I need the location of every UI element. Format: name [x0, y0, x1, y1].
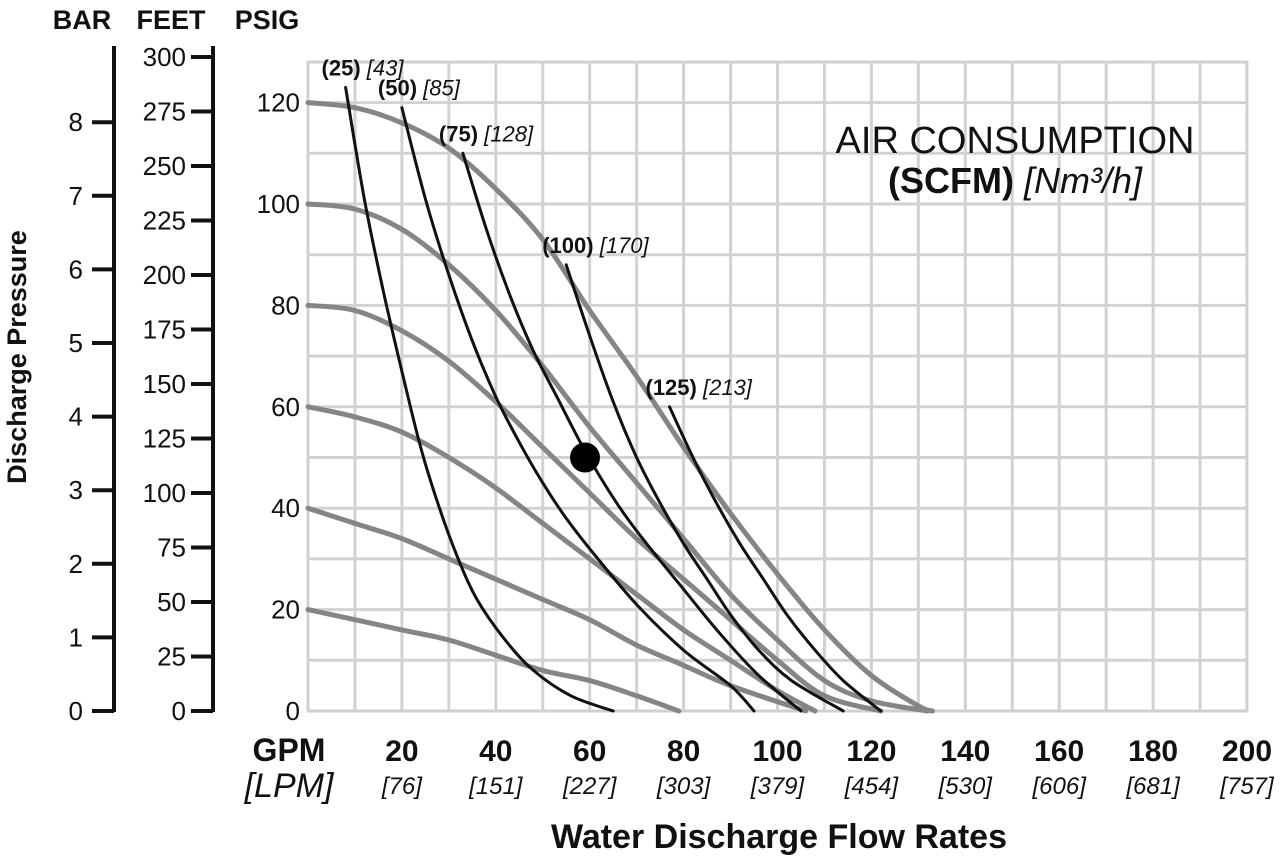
y-tick-label: 300 — [143, 42, 186, 72]
air-consumption-label: (25) [43] — [322, 55, 405, 80]
y-tick-label: 0 — [172, 696, 186, 726]
air-consumption-curve — [668, 405, 883, 713]
y-tick-label: 75 — [157, 533, 186, 563]
y-tick-label: 120 — [257, 88, 300, 118]
x-axis-title: Water Discharge Flow Rates — [551, 818, 1007, 856]
air-consumption-curve — [400, 106, 756, 713]
x-tick-label-gpm: 80 — [667, 735, 700, 768]
x-axis: 20 [76] 40 [151] 60 [227] 80 [303] 100 [379] 120 [4… — [381, 735, 1275, 800]
y-tick-label: 5 — [69, 328, 83, 358]
air-consumption-label: (125) [213] — [646, 375, 753, 400]
x-tick-label-lpm: [151] — [468, 773, 524, 800]
x-tick-label-lpm: [379] — [750, 773, 806, 800]
y-axis-title: Discharge Pressure — [2, 230, 32, 484]
y-tick-label: 2 — [69, 549, 83, 579]
air-label-scfm: (25) — [322, 55, 361, 80]
air-consumption-label: (100) [170] — [542, 233, 649, 258]
legend-scfm: (SCFM) — [888, 160, 1014, 201]
y-tick-label: 7 — [69, 181, 83, 211]
x-tick-label-gpm: 40 — [479, 735, 512, 768]
y-tick-label: 8 — [69, 107, 83, 137]
x-tick-label-lpm: [76] — [381, 773, 423, 800]
legend-title: AIR CONSUMPTION — [836, 120, 1195, 162]
x-tick-label-gpm: 140 — [940, 735, 990, 768]
y-tick-label: 4 — [69, 402, 83, 432]
y-tick-label: 60 — [271, 392, 300, 422]
x-unit-secondary: [LPM] — [244, 767, 335, 805]
air-consumption-label: (50) [85] — [378, 76, 461, 101]
air-consumption-labels: (25) [43](50) [85](75) [128](100) [170](… — [322, 55, 753, 399]
y-tick-label: 200 — [143, 260, 186, 290]
air-consumption-curve — [564, 263, 845, 713]
air-consumption-curve — [461, 151, 803, 713]
y-axes: BAR012345678FEET025507510012515017520022… — [53, 5, 300, 726]
y-tick-label: 175 — [143, 315, 186, 345]
x-tick-label-gpm: 60 — [573, 735, 606, 768]
operating-point — [570, 442, 601, 473]
x-unit-primary: GPM — [253, 732, 326, 768]
x-tick-label-lpm: [606] — [1032, 773, 1088, 800]
y-tick-label: 250 — [143, 151, 186, 181]
x-tick-label-gpm: 120 — [846, 735, 896, 768]
x-tick-label-gpm: 100 — [752, 735, 802, 768]
x-tick-label-lpm: [530] — [938, 773, 994, 800]
x-tick-label-lpm: [757] — [1219, 773, 1275, 800]
performance-curve — [305, 404, 818, 714]
y-tick-label: 0 — [286, 696, 300, 726]
x-tick-label-lpm: [681] — [1125, 773, 1181, 800]
y-tick-label: 150 — [143, 369, 186, 399]
y-tick-label: 125 — [143, 424, 186, 454]
air-label-nm: [170] — [599, 233, 650, 258]
legend: AIR CONSUMPTION (SCFM) [Nm³/h] — [836, 120, 1195, 201]
air-consumption-curve — [344, 85, 615, 713]
y-axis-unit-feet: FEET — [136, 5, 206, 35]
air-label-nm: [43] — [366, 55, 405, 80]
air-label-nm: [85] — [422, 76, 461, 101]
y-tick-label: 225 — [143, 206, 186, 236]
performance-curves — [305, 100, 935, 714]
air-consumption-label: (75) [128] — [439, 121, 534, 146]
y-tick-label: 0 — [69, 696, 83, 726]
air-label-scfm: (50) — [378, 76, 417, 101]
y-tick-label: 1 — [69, 622, 83, 652]
air-label-scfm: (125) — [646, 375, 697, 400]
y-tick-label: 40 — [271, 493, 300, 523]
performance-curve — [305, 505, 809, 714]
performance-curve — [305, 201, 931, 714]
x-tick-label-lpm: [227] — [562, 773, 618, 800]
legend-nm: [Nm³/h] — [1023, 160, 1143, 201]
y-tick-label: 25 — [157, 642, 186, 672]
x-tick-label-lpm: [303] — [656, 773, 712, 800]
performance-curve — [305, 302, 884, 714]
y-tick-label: 80 — [271, 290, 300, 320]
performance-curve — [305, 100, 935, 714]
legend-subtitle: (SCFM) [Nm³/h] — [888, 160, 1143, 201]
y-axis-unit-bar: BAR — [53, 5, 112, 35]
y-tick-label: 50 — [157, 587, 186, 617]
y-tick-label: 6 — [69, 254, 83, 284]
operating-point-marker — [570, 442, 601, 473]
x-tick-label-lpm: [454] — [844, 773, 900, 800]
air-consumption-curves — [344, 85, 883, 713]
y-tick-label: 100 — [257, 189, 300, 219]
x-tick-label-gpm: 20 — [385, 735, 418, 768]
air-label-nm: [128] — [483, 121, 534, 146]
y-tick-label: 20 — [271, 595, 300, 625]
x-tick-label-gpm: 180 — [1128, 735, 1178, 768]
x-tick-label-gpm: 160 — [1034, 735, 1084, 768]
y-tick-label: 3 — [69, 475, 83, 505]
y-axis-unit-psig: PSIG — [235, 5, 300, 35]
air-label-scfm: (75) — [439, 121, 478, 146]
x-tick-label-gpm: 200 — [1222, 735, 1272, 768]
y-tick-label: 100 — [143, 478, 186, 508]
performance-curve — [305, 607, 682, 714]
air-label-nm: [213] — [702, 375, 753, 400]
y-tick-label: 275 — [143, 97, 186, 127]
air-label-scfm: (100) — [542, 233, 593, 258]
